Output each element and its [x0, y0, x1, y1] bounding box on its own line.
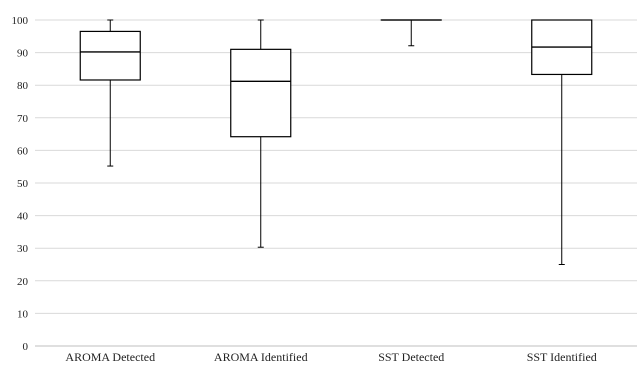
axis-layer: 0 10 20 30 40 50 60 70 80 90 100 — [12, 15, 29, 353]
box-body — [231, 49, 291, 136]
y-tick-label: 20 — [17, 276, 29, 288]
box-body — [80, 31, 140, 80]
y-tick-label: 90 — [17, 48, 29, 60]
category-label: AROMA Identified — [214, 350, 308, 364]
y-tick-label: 80 — [17, 80, 29, 92]
y-tick-label: 100 — [12, 15, 29, 27]
y-tick-label: 50 — [17, 178, 29, 190]
y-tick-label: 30 — [17, 243, 29, 255]
y-tick-label: 40 — [17, 211, 29, 223]
box-layer — [80, 20, 592, 265]
y-tick-label: 0 — [23, 341, 29, 353]
label-layer: AROMA Detected AROMA Identified SST Detect… — [65, 350, 596, 364]
category-label: AROMA Detected — [65, 350, 155, 364]
y-tick-label: 10 — [17, 308, 29, 320]
category-label: SST Identified — [527, 350, 597, 364]
y-tick-label: 60 — [17, 145, 29, 157]
y-tick-label: 70 — [17, 113, 29, 125]
category-label: SST Detected — [378, 350, 444, 364]
